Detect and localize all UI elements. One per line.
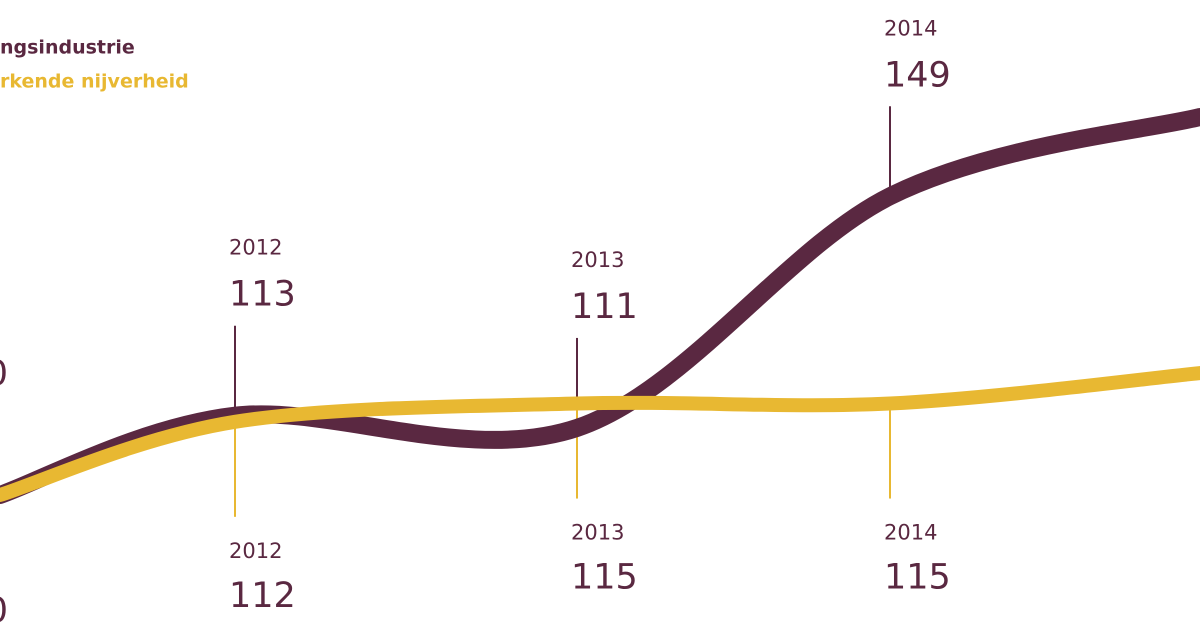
year-label: 2014 (884, 521, 937, 545)
year-label: 2013 (571, 248, 624, 272)
year-label: 2012 (229, 539, 282, 563)
value-label: 149 (884, 55, 951, 95)
value-label: 115 (884, 558, 951, 598)
value-label: 115 (571, 558, 638, 598)
value-label: 100 (0, 591, 8, 630)
year-label: 2013 (571, 521, 624, 545)
value-label: 113 (229, 275, 296, 315)
legend-label: rkende nijverheid (0, 71, 189, 93)
value-label: 112 (229, 576, 296, 616)
year-label: 2014 (884, 16, 937, 40)
series-line (0, 366, 1200, 502)
legend-label: ngsindustrie (0, 37, 135, 59)
value-label: 111 (571, 287, 638, 327)
value-label: 100 (0, 354, 8, 394)
year-label: 2012 (229, 236, 282, 260)
